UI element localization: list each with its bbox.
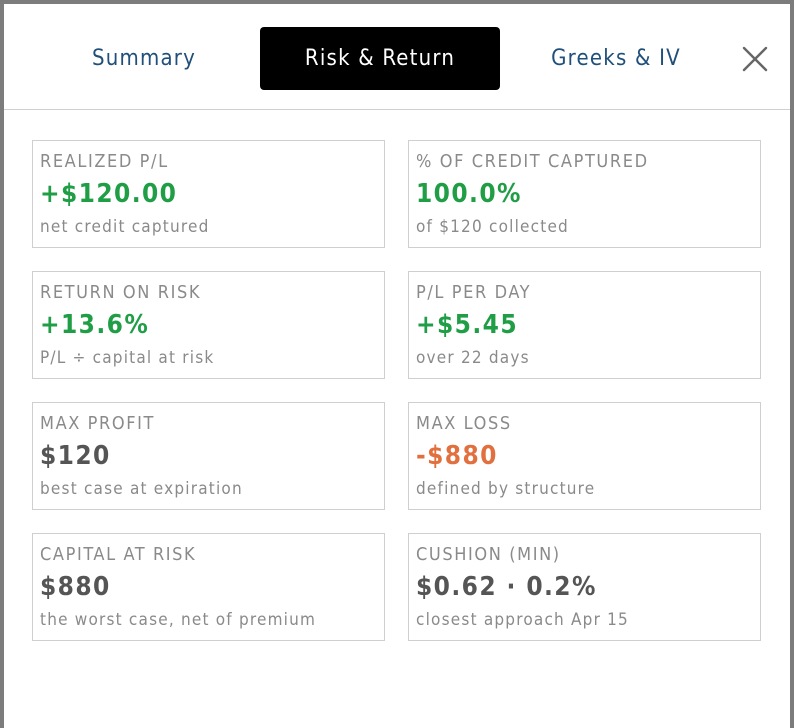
card-subtext: defined by structure [416,479,596,499]
card-label: MAX PROFIT [40,413,156,434]
card-subtext: the worst case, net of premium [40,610,317,630]
card-credit-captured: % OF CREDIT CAPTURED 100.0% of $120 coll… [408,140,761,248]
card-label: RETURN ON RISK [40,282,202,303]
card-label: MAX LOSS [416,413,512,434]
card-realized-pl: REALIZED P/L +$120.00 net credit capture… [32,140,385,248]
card-subtext: of $120 collected [416,217,569,237]
tab-bar: Summary Risk & Return Greeks & IV [4,4,790,110]
card-value: 100.0% [416,179,522,209]
card-value: $880 [40,572,111,602]
close-icon[interactable] [740,44,770,74]
card-subtext: net credit captured [40,217,210,237]
card-value: $120 [40,441,111,471]
tab-greeks-iv[interactable]: Greeks & IV [551,46,681,71]
card-label: % OF CREDIT CAPTURED [416,151,649,172]
card-value: -$880 [416,441,498,471]
card-capital-at-risk: CAPITAL AT RISK $880 the worst case, net… [32,533,385,641]
risk-return-modal: Summary Risk & Return Greeks & IV REALIZ… [4,4,790,728]
card-cushion-min: CUSHION (MIN) $0.62 · 0.2% closest appro… [408,533,761,641]
tab-summary[interactable]: Summary [91,46,197,71]
card-label: CAPITAL AT RISK [40,544,197,565]
card-value: +$5.45 [416,310,518,340]
card-subtext: best case at expiration [40,479,243,499]
tab-risk-return[interactable]: Risk & Return [260,27,500,90]
card-label: P/L PER DAY [416,282,532,303]
card-label: CUSHION (MIN) [416,544,561,565]
card-value: +13.6% [40,310,150,340]
card-label: REALIZED P/L [40,151,169,172]
card-value: +$120.00 [40,179,178,209]
card-return-on-risk: RETURN ON RISK +13.6% P/L ÷ capital at r… [32,271,385,379]
card-subtext: closest approach Apr 15 [416,610,629,630]
card-subtext: P/L ÷ capital at risk [40,348,215,368]
card-max-loss: MAX LOSS -$880 defined by structure [408,402,761,510]
card-max-profit: MAX PROFIT $120 best case at expiration [32,402,385,510]
card-subtext: over 22 days [416,348,530,368]
card-value: $0.62 · 0.2% [416,572,597,602]
card-pl-per-day: P/L PER DAY +$5.45 over 22 days [408,271,761,379]
